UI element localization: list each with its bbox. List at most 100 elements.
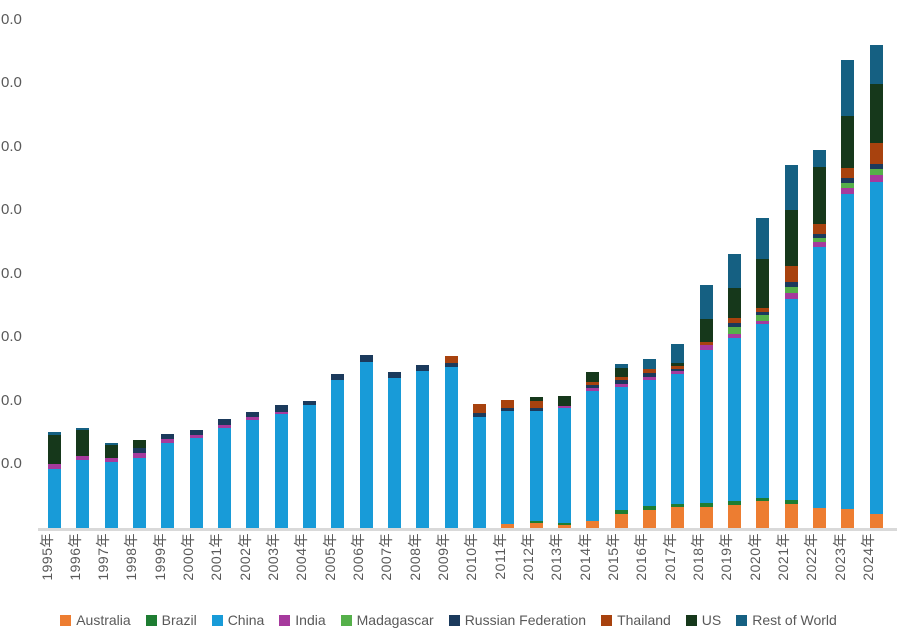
- stacked-bar-1998年: [132, 439, 146, 528]
- stacked-bar-2007年: [387, 371, 401, 528]
- x-axis-label: 1995年: [38, 533, 55, 581]
- bar-segment-rest-of-world: [841, 59, 855, 116]
- x-axis-label: 2011年: [491, 533, 508, 580]
- bar-segment-india: [246, 416, 260, 420]
- x-axis-label: 2007年: [378, 533, 395, 581]
- legend-swatch-icon: [211, 614, 223, 626]
- bar-segment-china: [756, 324, 770, 499]
- bar-segment-us: [727, 287, 741, 318]
- bar-segment-russian-federation: [302, 400, 316, 406]
- y-axis-tick-label: 0.0: [1, 201, 22, 218]
- bar-segment-china: [557, 408, 571, 524]
- bar-segment-thailand: [699, 341, 713, 345]
- x-axis-label: 1999年: [151, 533, 168, 581]
- bar-segment-india: [132, 452, 146, 458]
- stacked-bar-2017年: [671, 344, 685, 528]
- bar-segment-russian-federation: [246, 411, 260, 417]
- x-axis-label: 2024年: [860, 533, 877, 581]
- legend-swatch-icon: [736, 614, 748, 626]
- bar-segment-india: [784, 293, 798, 300]
- bar-segment-china: [132, 457, 146, 528]
- bar-segment-china: [841, 193, 855, 510]
- bar-segment-india: [812, 241, 826, 248]
- bar-segment-china: [699, 349, 713, 503]
- bar-segment-china: [671, 374, 685, 504]
- bar-segment-brazil: [529, 520, 543, 523]
- bar-segment-india: [756, 321, 770, 325]
- bar-segment-brazil: [614, 510, 628, 514]
- bar-segment-rest-of-world: [48, 431, 61, 435]
- x-axis-label: 2008年: [406, 533, 423, 581]
- bar-segment-china: [161, 442, 175, 528]
- legend-item-brazil: Brazil: [145, 612, 197, 628]
- stacked-bar-2016年: [642, 358, 656, 528]
- bar-segment-us: [76, 429, 90, 456]
- legend-swatch-icon: [340, 614, 352, 626]
- bar-segment-china: [302, 405, 316, 528]
- bar-segment-us: [869, 83, 883, 143]
- bar-segment-thailand: [727, 317, 741, 323]
- bar-segment-madagascar: [756, 315, 770, 322]
- stacked-bar-2019年: [727, 253, 741, 528]
- x-axis-label: 2001年: [208, 533, 225, 581]
- bar-segment-china: [331, 379, 345, 528]
- bar-segment-india: [642, 376, 656, 380]
- legend-item-thailand: Thailand: [601, 612, 671, 628]
- stacked-bar-2018年: [699, 284, 713, 528]
- x-axis-label: 1997年: [95, 533, 112, 581]
- bar-segment-russian-federation: [812, 233, 826, 238]
- bar-segment-australia: [557, 525, 571, 528]
- y-axis-tick-label: 0.0: [1, 264, 22, 282]
- bar-segment-australia: [642, 510, 656, 528]
- x-axis-label: 2005年: [321, 533, 338, 581]
- stacked-bar-2008年: [416, 364, 430, 528]
- x-axis-label: 2021年: [775, 533, 792, 581]
- x-axis-label: 2004年: [293, 533, 310, 581]
- bar-segment-rest-of-world: [614, 364, 628, 368]
- bar-segment-thailand: [614, 376, 628, 380]
- bar-segment-brazil: [557, 523, 571, 526]
- bar-segment-australia: [699, 506, 713, 528]
- bar-segment-india: [274, 412, 288, 415]
- bar-segment-thailand: [586, 382, 600, 386]
- bar-segment-australia: [586, 520, 600, 528]
- bar-segment-rest-of-world: [756, 217, 770, 259]
- y-axis-tick-label: 0.0: [1, 391, 22, 409]
- legend-label: China: [227, 612, 265, 628]
- bar-segment-china: [727, 337, 741, 502]
- bar-segment-brazil: [671, 503, 685, 507]
- bar-segment-australia: [784, 503, 798, 528]
- bar-segment-china: [444, 367, 458, 528]
- bar-segment-brazil: [699, 502, 713, 507]
- bar-segment-rest-of-world: [76, 427, 90, 430]
- x-axis-label: 2000年: [180, 533, 197, 581]
- bar-segment-china: [104, 462, 118, 528]
- legend-label: Madagascar: [356, 612, 434, 628]
- legend-label: Australia: [76, 612, 131, 628]
- stacked-bar-1995年: [48, 431, 61, 528]
- stacked-bar-2004年: [302, 400, 316, 528]
- bar-segment-australia: [614, 513, 628, 528]
- bar-segment-russian-federation: [642, 372, 656, 377]
- bar-segment-rest-of-world: [812, 149, 826, 167]
- bar-segment-thailand: [472, 403, 486, 413]
- bar-segment-us: [48, 434, 61, 464]
- legend-item-china: China: [211, 612, 265, 628]
- bar-segment-russian-federation: [614, 379, 628, 384]
- bar-segment-australia: [756, 501, 770, 528]
- stacked-bar-2012年: [529, 396, 543, 528]
- bar-segment-china: [614, 386, 628, 511]
- legend-swatch-icon: [685, 614, 697, 626]
- bar-segment-russian-federation: [387, 371, 401, 378]
- bar-segment-thailand: [841, 167, 855, 178]
- bar-segment-us: [699, 318, 713, 342]
- bar-segment-thailand: [642, 368, 656, 373]
- bar-segment-australia: [727, 504, 741, 528]
- x-axis-label: 1998年: [123, 533, 140, 581]
- bar-segment-india: [671, 371, 685, 375]
- bar-segment-india: [614, 383, 628, 387]
- bar-segment-india: [586, 388, 600, 392]
- bar-segment-us: [841, 115, 855, 168]
- bar-segment-india: [557, 406, 571, 409]
- stacked-bar-2003年: [274, 405, 288, 528]
